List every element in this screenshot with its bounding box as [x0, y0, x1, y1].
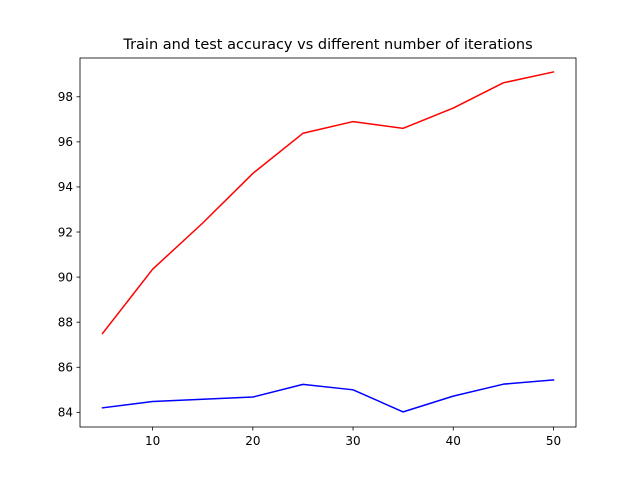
x-tick-label: 40: [446, 434, 461, 448]
plot-area: 10 20 30 40 50 84 86 88 90 92 94 96 98: [58, 57, 577, 448]
y-tick-label: 88: [58, 315, 73, 329]
y-tick-label: 86: [58, 361, 73, 375]
y-tick-label: 94: [58, 180, 73, 194]
series-line-1: [101, 71, 555, 335]
chart-title: Train and test accuracy vs different num…: [122, 37, 532, 53]
x-tick-label: 10: [145, 434, 160, 448]
y-tick-label: 92: [58, 225, 73, 239]
axes-frame: [79, 57, 577, 428]
y-tick-label: 98: [58, 90, 73, 104]
y-tick-label: 96: [58, 135, 73, 149]
x-tick-label: 50: [546, 434, 561, 448]
x-tick-label: 20: [245, 434, 260, 448]
y-tick-label: 90: [58, 270, 73, 284]
y-tick-label: 84: [58, 406, 73, 420]
x-tick-label: 30: [345, 434, 360, 448]
series-line-2: [101, 379, 555, 413]
